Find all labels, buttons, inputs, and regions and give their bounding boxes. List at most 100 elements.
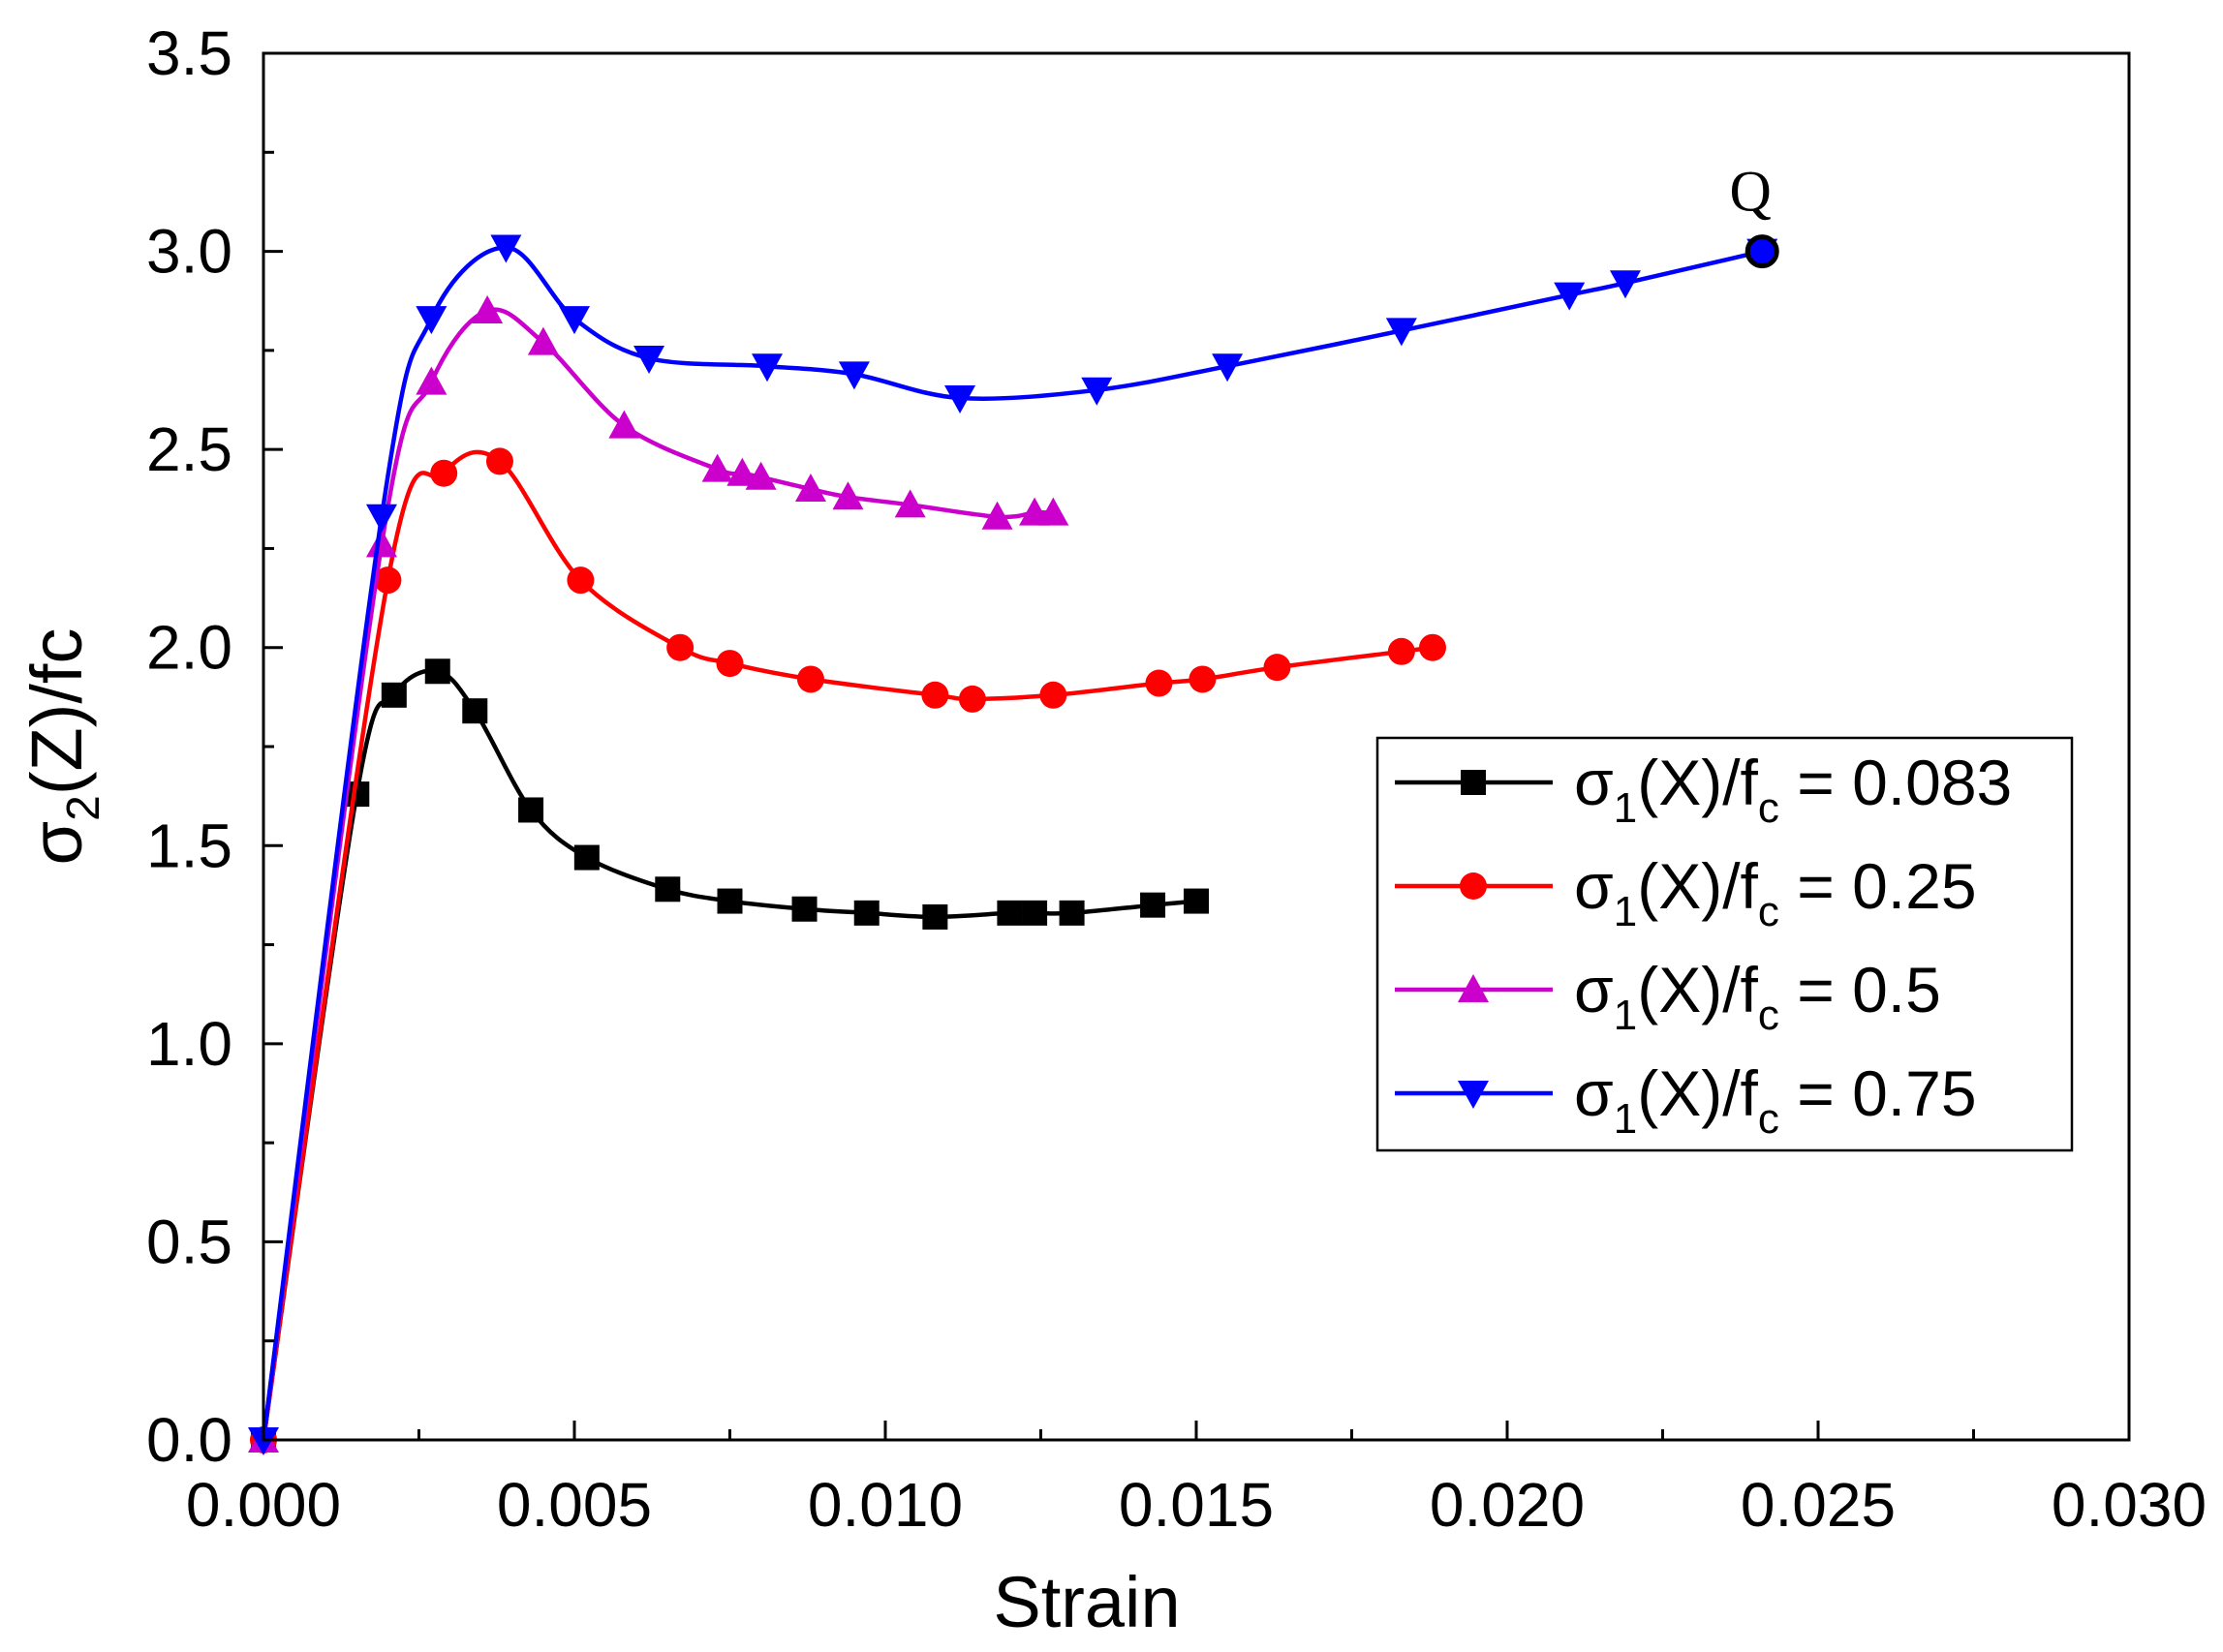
data-point-2-3 bbox=[472, 294, 504, 323]
legend-item-0: σ1(X)/fc = 0.083 bbox=[1395, 747, 2012, 832]
data-point-1-3 bbox=[485, 447, 513, 475]
legend-label-1: σ1(X)/fc = 0.25 bbox=[1574, 850, 1977, 935]
legend-label-2: σ1(X)/fc = 0.5 bbox=[1574, 954, 1941, 1039]
series-3 bbox=[248, 234, 1778, 1455]
data-point-1-12 bbox=[1189, 665, 1217, 693]
data-point-0-12 bbox=[997, 900, 1023, 926]
legend-items: σ1(X)/fc = 0.083 σ1(X)/fc = 0.25 σ1(X)/fc … bbox=[1395, 747, 2012, 1143]
legend-item-3: σ1(X)/fc = 0.75 bbox=[1395, 1057, 1977, 1143]
data-point-3-10 bbox=[1212, 353, 1244, 382]
series-layer bbox=[248, 234, 1778, 1455]
x-tick-label-6: 0.030 bbox=[2052, 1470, 2207, 1540]
x-axis-title: Strain bbox=[993, 1562, 1180, 1642]
data-point-0-16 bbox=[1184, 888, 1209, 914]
y-axis: 0.0 0.5 1.0 1.5 2.0 2.5 3.0 3.5 bbox=[146, 18, 283, 1475]
legend-label-3: σ1(X)/fc = 0.75 bbox=[1574, 1057, 1977, 1143]
data-point-3-5 bbox=[633, 346, 665, 375]
data-point-0-8 bbox=[717, 888, 743, 914]
y-tick-label-2: 1.0 bbox=[146, 1009, 232, 1079]
data-point-0-4 bbox=[462, 698, 488, 724]
series-2 bbox=[248, 294, 1069, 1453]
annotation-marker-0 bbox=[1744, 234, 1779, 269]
legend-marker-3 bbox=[1458, 1081, 1489, 1109]
y-axis-title-rest: (Z)/fc bbox=[16, 628, 97, 796]
data-point-3-9 bbox=[1081, 377, 1113, 406]
data-point-1-6 bbox=[716, 650, 744, 678]
data-point-0-9 bbox=[791, 896, 818, 922]
data-point-2-14 bbox=[1037, 497, 1069, 526]
data-point-2-6 bbox=[701, 453, 733, 482]
data-point-2-10 bbox=[832, 481, 864, 510]
data-point-1-15 bbox=[1418, 633, 1446, 661]
data-point-2-2 bbox=[416, 366, 448, 395]
legend-item-2: σ1(X)/fc = 0.5 bbox=[1395, 954, 1941, 1039]
data-point-0-10 bbox=[853, 900, 880, 926]
legend-label-0: σ1(X)/fc = 0.083 bbox=[1574, 747, 2012, 832]
data-point-2-11 bbox=[894, 489, 926, 518]
data-point-1-5 bbox=[666, 633, 695, 661]
annotation-layer: Q bbox=[1730, 160, 1779, 269]
data-point-0-11 bbox=[922, 903, 948, 930]
data-point-0-6 bbox=[573, 844, 600, 871]
legend: σ1(X)/fc = 0.083 σ1(X)/fc = 0.25 σ1(X)/fc … bbox=[1375, 736, 2074, 1152]
data-point-3-1 bbox=[365, 504, 397, 533]
x-axis: 0.000 0.005 0.010 0.015 0.020 0.025 0.030 bbox=[186, 1421, 2207, 1540]
data-point-0-15 bbox=[1140, 892, 1166, 918]
y-tick-label-7: 3.5 bbox=[146, 18, 232, 88]
x-tick-label-3: 0.015 bbox=[1119, 1470, 1274, 1540]
data-point-1-11 bbox=[1145, 669, 1173, 697]
data-point-1-7 bbox=[796, 665, 824, 693]
series-line-3 bbox=[261, 245, 1763, 1441]
x-tick-label-4: 0.020 bbox=[1430, 1470, 1585, 1540]
data-point-2-7 bbox=[726, 457, 758, 486]
data-point-1-4 bbox=[567, 566, 595, 595]
y-axis-title-subscript: 2 bbox=[58, 795, 109, 821]
data-point-2-8 bbox=[745, 461, 777, 490]
y-axis-title: σ2(Z)/fc bbox=[16, 628, 109, 866]
data-point-3-13 bbox=[1609, 270, 1641, 299]
data-point-2-4 bbox=[527, 326, 559, 355]
y-tick-label-0: 0.0 bbox=[146, 1405, 232, 1475]
data-point-1-10 bbox=[1039, 681, 1067, 709]
y-tick-label-3: 1.5 bbox=[146, 811, 232, 880]
data-point-2-9 bbox=[794, 474, 826, 503]
data-point-3-2 bbox=[416, 306, 448, 335]
x-tick-label-1: 0.005 bbox=[497, 1470, 652, 1540]
y-tick-label-5: 2.5 bbox=[146, 414, 232, 484]
y-tick-label-1: 0.5 bbox=[146, 1207, 232, 1276]
data-point-1-2 bbox=[430, 459, 458, 487]
data-point-3-4 bbox=[559, 306, 590, 335]
data-point-0-13 bbox=[1022, 900, 1048, 926]
data-point-1-9 bbox=[958, 685, 986, 713]
data-point-1-13 bbox=[1263, 654, 1291, 682]
legend-box bbox=[1375, 736, 2074, 1152]
legend-item-1: σ1(X)/fc = 0.25 bbox=[1395, 850, 1977, 935]
x-tick-label-2: 0.010 bbox=[808, 1470, 963, 1540]
data-point-0-2 bbox=[381, 682, 407, 708]
data-point-3-7 bbox=[838, 361, 870, 390]
data-point-1-8 bbox=[921, 681, 949, 709]
y-axis-title-symbol: σ bbox=[16, 821, 97, 866]
legend-marker-2 bbox=[1458, 974, 1489, 1002]
data-point-0-7 bbox=[655, 876, 681, 902]
data-point-3-3 bbox=[490, 234, 522, 263]
y-tick-label-4: 2.0 bbox=[146, 613, 232, 683]
data-point-0-3 bbox=[424, 658, 450, 685]
data-point-2-12 bbox=[981, 501, 1013, 530]
data-point-2-5 bbox=[608, 410, 640, 439]
data-point-1-1 bbox=[374, 566, 402, 595]
data-point-1-14 bbox=[1387, 637, 1415, 665]
annotation-label-0: Q bbox=[1730, 160, 1772, 224]
data-point-0-14 bbox=[1059, 900, 1085, 926]
data-point-3-12 bbox=[1554, 282, 1586, 311]
data-point-0-5 bbox=[518, 797, 544, 823]
data-point-2-1 bbox=[365, 529, 397, 558]
x-tick-label-0: 0.000 bbox=[186, 1470, 341, 1540]
data-point-3-8 bbox=[944, 384, 976, 413]
legend-marker-0 bbox=[1461, 770, 1486, 795]
y-tick-label-6: 3.0 bbox=[146, 217, 232, 287]
data-point-3-6 bbox=[752, 353, 784, 382]
data-point-3-11 bbox=[1385, 318, 1417, 347]
legend-marker-1 bbox=[1460, 872, 1487, 900]
